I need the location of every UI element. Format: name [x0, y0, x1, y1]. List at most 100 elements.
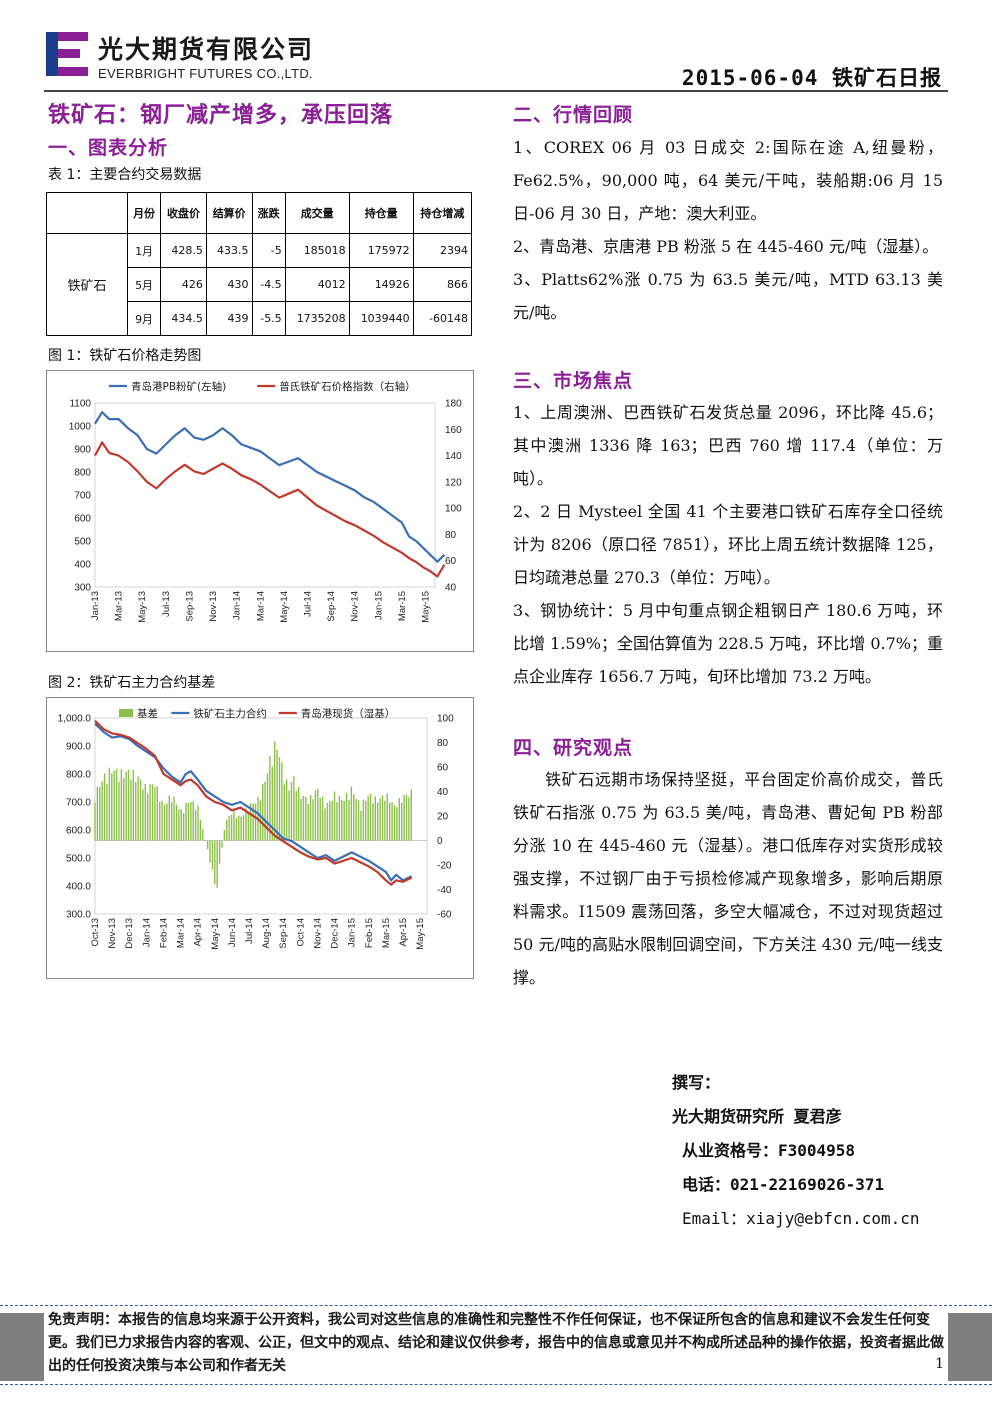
right-axis-tick-label: 180	[445, 399, 462, 410]
legend-label: 青岛港现货（湿基）	[301, 707, 396, 720]
table-cell: -5.5	[251, 301, 286, 336]
author-phone: 电话：021-22169026-371	[682, 1175, 885, 1194]
table-header-row: 月份 收盘价 结算价 涨跌 成交量 持仓量 持仓增减	[46, 192, 473, 234]
report-date-title: 2015-06-04 铁矿石日报	[681, 66, 942, 90]
table-cell: 2394	[412, 233, 473, 268]
basis-bar	[142, 789, 144, 841]
basis-bar	[345, 793, 348, 841]
figure2-caption: 图 2：铁矿石主力合约基差	[48, 675, 216, 691]
basis-bar	[343, 800, 345, 841]
basis-bar	[173, 796, 175, 841]
basis-bar	[341, 799, 343, 841]
table-caption: 表 1：主要合约交易数据	[48, 167, 202, 183]
basis-bar	[400, 802, 403, 841]
basis-bar	[329, 800, 331, 841]
right-axis-tick-label: 60	[437, 763, 449, 774]
table-cell: 426	[160, 267, 207, 302]
x-axis-tick-label: Jul-14	[303, 591, 314, 617]
basis-bar	[247, 811, 250, 841]
table-cell: 14926	[348, 267, 414, 302]
research-view-text: 铁矿石远期市场保持坚挺，平台固定价高价成交，普氏铁矿石指涨 0.75 为 63.…	[513, 770, 943, 987]
basis-bar	[144, 783, 147, 841]
x-axis-tick-label: Oct-13	[90, 918, 101, 947]
basis-bar	[403, 795, 405, 841]
basis-bar	[252, 803, 254, 841]
basis-bar	[391, 802, 393, 841]
header-divider	[44, 90, 948, 92]
author-license: 从业资格号：F3004958	[682, 1141, 856, 1160]
basis-bar	[295, 791, 297, 841]
footer-divider-top	[0, 1305, 992, 1306]
table-cell: -60148	[412, 301, 473, 336]
left-axis-tick-label: 300.0	[66, 910, 91, 921]
table-cell: 439	[205, 301, 253, 336]
legend-label: 青岛港PB粉矿(左轴)	[131, 380, 226, 393]
section-market-focus: 三、市场焦点	[513, 370, 634, 392]
left-axis-tick-label: 1100	[69, 399, 91, 410]
basis-bar	[211, 840, 214, 870]
section-chart-analysis: 一、图表分析	[48, 137, 169, 159]
basis-bar	[374, 796, 377, 841]
basis-bar	[96, 786, 99, 841]
basis-bar	[266, 773, 269, 841]
figure1-caption: 图 1：铁矿石价格走势图	[48, 348, 202, 364]
basis-bar	[384, 800, 386, 841]
basis-bar	[190, 802, 192, 841]
x-axis-tick-label: Apr-14	[193, 918, 204, 947]
table-header-cell: 涨跌	[251, 192, 286, 234]
x-axis-tick-label: Feb-15	[364, 918, 375, 948]
right-axis-tick-label: 140	[445, 451, 462, 462]
basis-bar	[178, 809, 180, 841]
basis-bar	[355, 799, 357, 841]
x-axis-tick-label: Jun-14	[227, 918, 238, 947]
basis-bar	[305, 797, 307, 841]
page-number: 1	[935, 1356, 944, 1372]
basis-bar	[365, 800, 367, 841]
company-logo-icon	[46, 32, 88, 76]
market-review-text: 1、COREX 06 月 03 日成交 2:国际在途 A,纽曼粉，Fe62.5%…	[513, 131, 943, 329]
left-axis-tick-label: 300	[74, 583, 91, 594]
author-email[interactable]: Email：xiajy@ebfcn.com.cn	[682, 1209, 920, 1228]
left-axis-tick-label: 800.0	[66, 770, 91, 781]
basis-bar	[175, 804, 178, 841]
x-axis-tick-label: Mar-15	[397, 591, 408, 621]
table-cell: 1039440	[348, 301, 414, 336]
basis-bar	[235, 817, 238, 841]
table-cell: 430	[205, 267, 253, 302]
basis-bar	[314, 790, 317, 841]
left-axis-tick-label: 500.0	[66, 854, 91, 865]
basis-bar	[228, 815, 230, 841]
footer-bar-left	[0, 1313, 44, 1381]
x-axis-tick-label: Aug-14	[261, 918, 272, 949]
basis-bar	[288, 790, 290, 841]
basis-bar	[336, 802, 338, 841]
basis-bar	[357, 800, 360, 841]
left-axis-tick-label: 1,000.0	[58, 714, 92, 725]
basis-bar	[223, 829, 226, 841]
table-cell: 175972	[348, 233, 414, 268]
legend-label: 普氏铁矿石价格指数（右轴）	[279, 380, 416, 393]
basis-bar	[238, 815, 240, 841]
x-axis-tick-label: May-15	[421, 591, 432, 623]
basis-bar	[214, 840, 216, 885]
disclaimer-text: 免责声明：本报告的信息均来源于公开资料，我公司对这些信息的准确性和完整性不作任何…	[48, 1312, 944, 1374]
basis-bar	[269, 756, 271, 841]
author-org-name: 光大期货研究所 夏君彦	[672, 1107, 842, 1126]
table-row: 铁矿石 1月 428.5 433.5 -5 185018 175972 2394	[46, 233, 473, 336]
section-market-review: 二、行情回顾	[513, 104, 634, 126]
basis-bar	[326, 802, 329, 841]
basis-bar	[360, 810, 362, 841]
basis-bar	[168, 795, 170, 841]
x-axis-tick-label: May-14	[210, 918, 221, 950]
basis-bar	[180, 809, 182, 841]
table-cell: -4.5	[251, 267, 286, 302]
x-axis-tick-label: Nov-13	[107, 918, 118, 949]
table-cell: 433.5	[205, 233, 253, 268]
basis-bar	[381, 795, 384, 841]
legend-swatch	[119, 709, 133, 717]
series-line	[94, 411, 446, 563]
basis-bar	[333, 791, 336, 841]
review-item: 3、Platts62%涨 0.75 为 63.5 美元/吨，MTD 63.13 …	[513, 270, 943, 322]
table-header-cell: 结算价	[205, 192, 253, 234]
basis-bar	[297, 786, 300, 841]
